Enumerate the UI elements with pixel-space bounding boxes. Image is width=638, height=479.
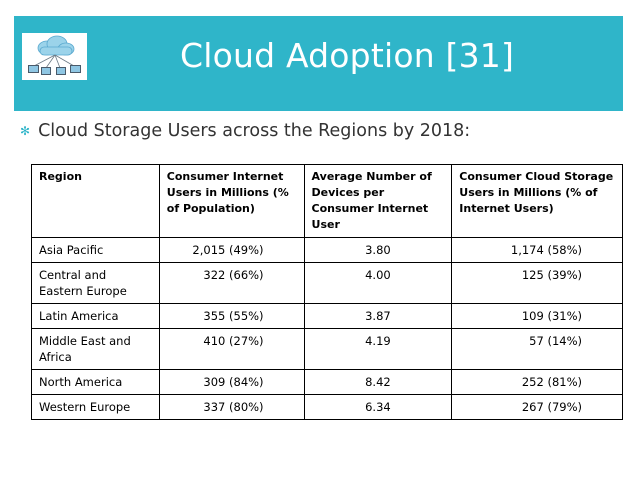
cell-devices: 4.19 [303, 328, 453, 370]
cell-devices: 8.42 [303, 369, 453, 395]
cell-internet-users: 355 (55%) [158, 303, 305, 329]
cell-devices: 6.34 [303, 394, 453, 420]
table-row: Latin America 355 (55%) 3.87 109 (31%) [31, 303, 623, 329]
cell-region: North America [31, 369, 160, 395]
cell-region: Middle East and Africa [31, 328, 160, 370]
table-row: Central and Eastern Europe 322 (66%) 4.0… [31, 262, 623, 304]
header-region: Region [31, 164, 160, 238]
cell-cloud-users: 252 (81%) [451, 369, 623, 395]
header-internet-users: Consumer Internet Users in Millions (% o… [158, 164, 305, 238]
cell-internet-users: 309 (84%) [158, 369, 305, 395]
header-devices-per-user: Average Number of Devices per Consumer I… [303, 164, 453, 238]
cell-internet-users: 2,015 (49%) [158, 237, 305, 263]
cell-region: Latin America [31, 303, 160, 329]
cell-devices: 3.80 [303, 237, 453, 263]
table-header-row: Region Consumer Internet Users in Millio… [31, 164, 623, 238]
cell-devices: 4.00 [303, 262, 453, 304]
cell-internet-users: 322 (66%) [158, 262, 305, 304]
cell-cloud-users: 1,174 (58%) [451, 237, 623, 263]
cell-cloud-users: 267 (79%) [451, 394, 623, 420]
cloud-network-logo-icon [22, 33, 87, 80]
cell-region: Western Europe [31, 394, 160, 420]
data-table: Region Consumer Internet Users in Millio… [31, 164, 623, 420]
slide-title: Cloud Adoption [31] [180, 36, 515, 75]
cell-cloud-users: 57 (14%) [451, 328, 623, 370]
cell-region: Asia Pacific [31, 237, 160, 263]
cell-internet-users: 337 (80%) [158, 394, 305, 420]
cell-region: Central and Eastern Europe [31, 262, 160, 304]
table-row: North America 309 (84%) 8.42 252 (81%) [31, 369, 623, 395]
table-row: Western Europe 337 (80%) 6.34 267 (79%) [31, 394, 623, 420]
bullet-icon: ✻ [20, 124, 31, 138]
cell-cloud-users: 125 (39%) [451, 262, 623, 304]
bullet-text: Cloud Storage Users across the Regions b… [38, 121, 471, 141]
cell-cloud-users: 109 (31%) [451, 303, 623, 329]
bullet-point: ✻ Cloud Storage Users across the Regions… [20, 121, 470, 141]
title-bar [14, 16, 623, 111]
cell-devices: 3.87 [303, 303, 453, 329]
table-row: Asia Pacific 2,015 (49%) 3.80 1,174 (58%… [31, 237, 623, 263]
table-row: Middle East and Africa 410 (27%) 4.19 57… [31, 328, 623, 370]
header-cloud-storage-users: Consumer Cloud Storage Users in Millions… [451, 164, 623, 238]
cell-internet-users: 410 (27%) [158, 328, 305, 370]
